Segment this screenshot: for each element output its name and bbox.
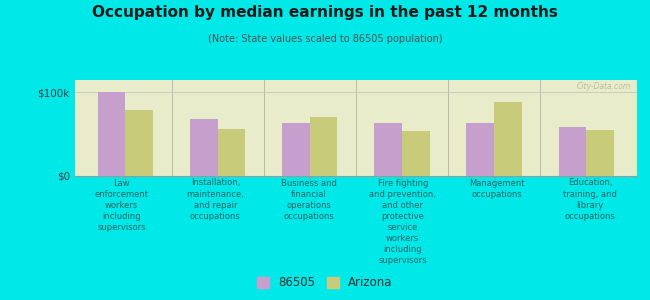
- Text: Education,
training, and
library
occupations: Education, training, and library occupat…: [563, 178, 617, 221]
- Bar: [494, 102, 522, 176]
- Bar: [310, 117, 337, 176]
- Text: Fire fighting
and prevention,
and other
protective
service
workers
including
sup: Fire fighting and prevention, and other …: [369, 178, 436, 265]
- Text: City-Data.com: City-Data.com: [577, 82, 631, 91]
- Bar: [125, 110, 153, 176]
- Text: Occupation by median earnings in the past 12 months: Occupation by median earnings in the pas…: [92, 4, 558, 20]
- Text: (Note: State values scaled to 86505 population): (Note: State values scaled to 86505 popu…: [208, 34, 442, 44]
- Bar: [586, 130, 614, 176]
- Legend: 86505, Arizona: 86505, Arizona: [252, 272, 398, 294]
- Text: Installation,
maintenance,
and repair
occupations: Installation, maintenance, and repair oc…: [187, 178, 244, 221]
- Bar: [374, 123, 402, 176]
- Text: Law
enforcement
workers
including
supervisors: Law enforcement workers including superv…: [95, 178, 149, 232]
- Bar: [467, 123, 494, 176]
- Bar: [558, 127, 586, 176]
- Text: Business and
financial
operations
occupations: Business and financial operations occupa…: [281, 178, 337, 221]
- Text: Management
occupations: Management occupations: [469, 178, 524, 199]
- Bar: [190, 119, 218, 176]
- Bar: [98, 92, 125, 176]
- Bar: [218, 129, 245, 175]
- Bar: [402, 131, 430, 176]
- Bar: [282, 123, 310, 176]
